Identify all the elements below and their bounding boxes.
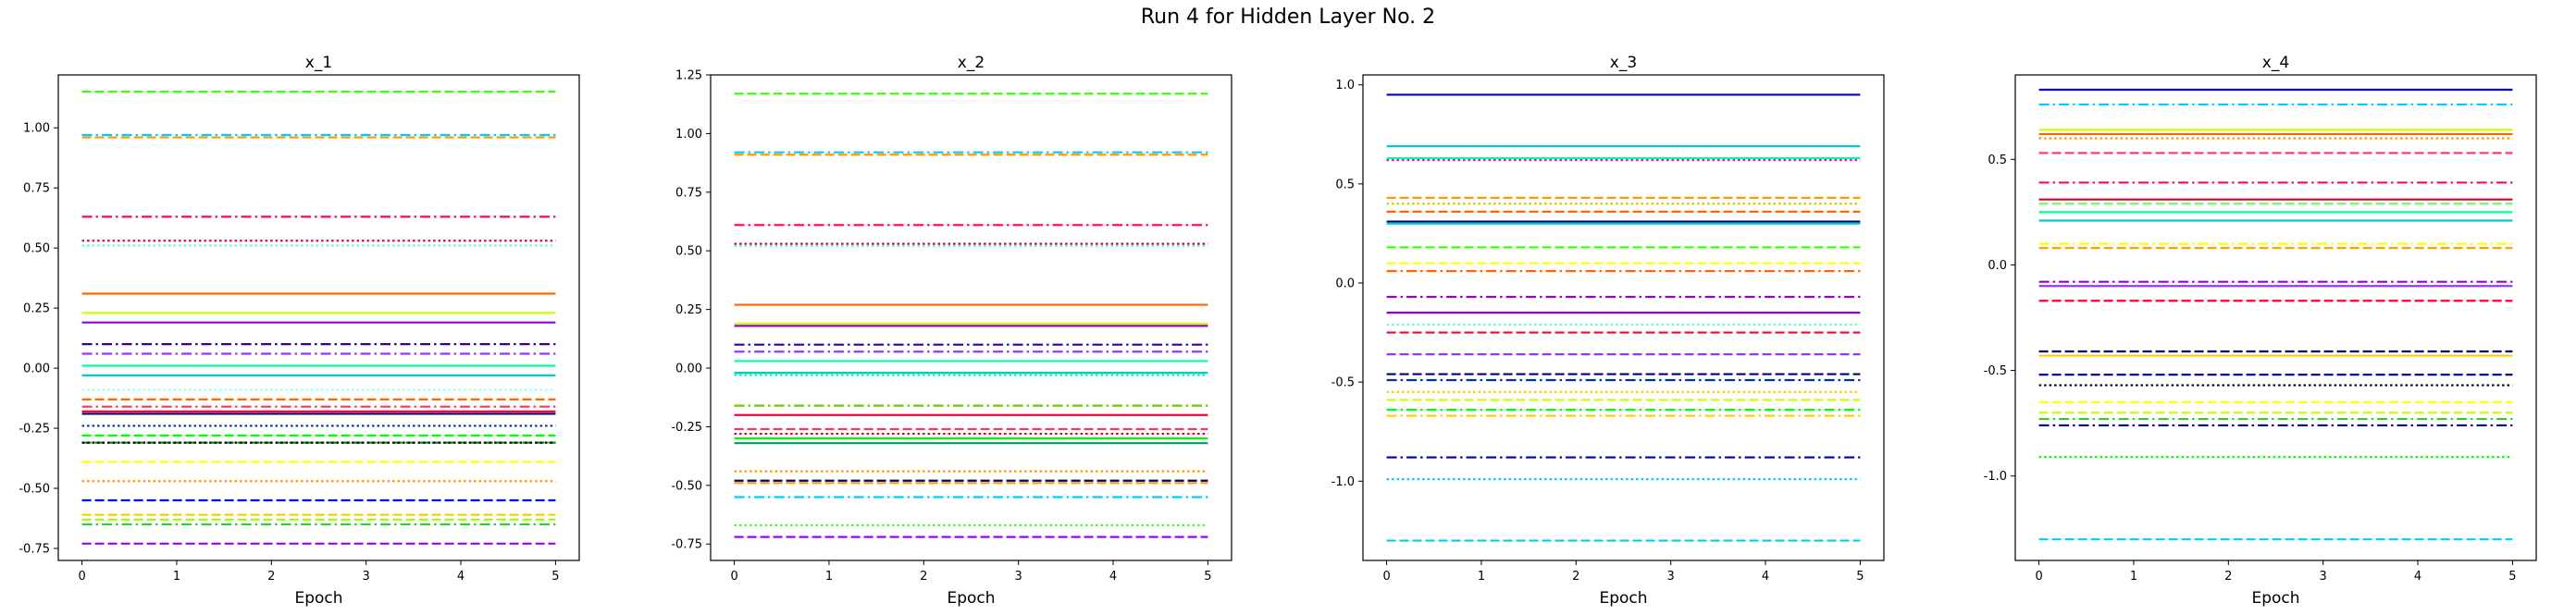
chart-panel-2: x_2 -0.75 -0.50 -0.25 0.00 0.25 0.50 0.75 1.00 1.… bbox=[671, 54, 1232, 608]
x-tick-label: 2 bbox=[920, 570, 927, 584]
x-axis-label: Epoch bbox=[2251, 589, 2299, 608]
x-axis-label: Epoch bbox=[947, 589, 995, 608]
x-tick-label: 1 bbox=[1478, 570, 1485, 584]
x-tick-label: 4 bbox=[2414, 570, 2421, 584]
y-tick-label: 1.00 bbox=[675, 128, 702, 141]
y-tick-label: 0.50 bbox=[23, 242, 50, 256]
y-tick-label: -1.0 bbox=[1984, 470, 2007, 484]
x-tick-label: 0 bbox=[730, 570, 737, 584]
x-tick-label: 0 bbox=[2035, 570, 2042, 584]
x-tick-label: 4 bbox=[1762, 570, 1769, 584]
y-tick-label: 0.0 bbox=[1335, 277, 1355, 291]
x-tick-label: 3 bbox=[363, 570, 370, 584]
chart-panel-1: x_1 -0.75 -0.50 -0.25 0.00 0.25 0.50 0.75 1.00 0 1… bbox=[19, 54, 580, 608]
y-tick-label: 0.25 bbox=[23, 302, 50, 316]
x-tick-label: 2 bbox=[2224, 570, 2232, 584]
x-tick-label: 2 bbox=[1572, 570, 1579, 584]
y-tick-label: -0.25 bbox=[671, 421, 702, 435]
axes-frame bbox=[2014, 74, 2537, 561]
x-tick-label: 5 bbox=[551, 570, 559, 584]
x-tick-label: 4 bbox=[457, 570, 464, 584]
x-tick-label: 4 bbox=[1109, 570, 1117, 584]
axes-frame bbox=[710, 74, 1232, 561]
x-tick-label: 0 bbox=[78, 570, 85, 584]
y-tick-label: -0.50 bbox=[671, 479, 702, 493]
axes-title: x_2 bbox=[958, 54, 985, 72]
axes-frame bbox=[1362, 74, 1885, 561]
axes-title: x_4 bbox=[2262, 54, 2289, 72]
y-tick-label: 1.25 bbox=[675, 69, 702, 83]
axes-title: x_3 bbox=[1610, 54, 1637, 72]
y-tick-label: 0.00 bbox=[675, 363, 702, 376]
x-tick-label: 3 bbox=[1667, 570, 1675, 584]
axes-title: x_1 bbox=[305, 54, 332, 72]
x-tick-label: 1 bbox=[825, 570, 833, 584]
y-tick-label: -0.5 bbox=[1331, 376, 1355, 390]
x-tick-label: 0 bbox=[1382, 570, 1390, 584]
y-tick-label: 0.25 bbox=[675, 303, 702, 317]
x-tick-label: 5 bbox=[2508, 570, 2516, 584]
x-tick-label: 3 bbox=[1015, 570, 1022, 584]
x-tick-label: 3 bbox=[2320, 570, 2327, 584]
x-tick-label: 2 bbox=[267, 570, 275, 584]
y-tick-label: 1.00 bbox=[23, 122, 50, 136]
y-tick-label: -0.5 bbox=[1984, 364, 2007, 378]
y-tick-label: -0.75 bbox=[19, 543, 50, 557]
x-tick-label: 5 bbox=[1204, 570, 1211, 584]
chart-panel-3: x_3 -1.0 -0.5 0.0 0.5 1.0 0 1 2 3 4 5 Epoch bbox=[1331, 54, 1885, 608]
y-tick-label: -1.0 bbox=[1331, 475, 1355, 489]
x-tick-label: 1 bbox=[173, 570, 180, 584]
y-tick-label: 1.0 bbox=[1335, 79, 1355, 92]
y-tick-label: 0.5 bbox=[1988, 154, 2007, 167]
axes-frame bbox=[57, 74, 580, 561]
x-tick-label: 1 bbox=[2130, 570, 2137, 584]
y-tick-label: 0.75 bbox=[23, 182, 50, 196]
y-tick-label: 0.5 bbox=[1335, 178, 1355, 191]
y-tick-label: -0.75 bbox=[671, 538, 702, 552]
x-axis-label: Epoch bbox=[1599, 589, 1647, 608]
y-tick-label: 0.00 bbox=[23, 363, 50, 376]
figure-title: Run 4 for Hidden Layer No. 2 bbox=[1140, 6, 1436, 29]
y-tick-label: 0.75 bbox=[675, 186, 702, 200]
x-tick-label: 5 bbox=[1856, 570, 1864, 584]
y-tick-label: 0.50 bbox=[675, 245, 702, 259]
chart-panel-4: x_4 -1.0 -0.5 0.0 0.5 0 1 2 3 4 5 Epoch bbox=[1984, 54, 2537, 608]
y-tick-label: -0.50 bbox=[19, 483, 50, 497]
y-tick-label: -0.25 bbox=[19, 423, 50, 437]
x-axis-label: Epoch bbox=[294, 589, 342, 608]
y-tick-label: 0.0 bbox=[1988, 259, 2007, 273]
